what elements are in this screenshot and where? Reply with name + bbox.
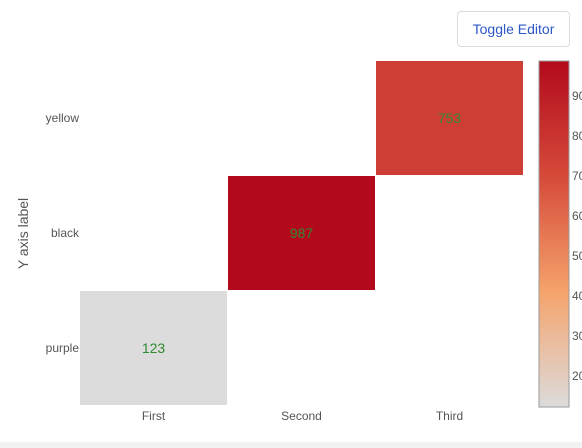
heatmap-cell-value: 987 <box>290 225 314 241</box>
colorbar-tick-label: 20 <box>572 369 582 383</box>
y-tick-label: purple <box>46 341 80 355</box>
toggle-editor-button[interactable]: Toggle Editor <box>457 11 570 47</box>
colorbar-tick-label: 60 <box>572 209 582 223</box>
y-tick-label: yellow <box>46 111 80 125</box>
heatmap-cell-third-yellow[interactable] <box>376 61 523 175</box>
heatmap-cell-first-purple[interactable] <box>80 291 227 405</box>
x-tick-label: First <box>142 409 166 423</box>
x-tick-label: Second <box>281 409 322 423</box>
y-axis-ticks: purple black yellow <box>46 111 80 355</box>
y-axis-title: Y axis label <box>15 198 31 269</box>
x-tick-label: Third <box>436 409 463 423</box>
x-axis-ticks: First Second Third <box>142 409 463 423</box>
heatmap-cells <box>80 61 523 405</box>
heatmap-cell-value: 753 <box>438 110 462 126</box>
colorbar-tick-label: 30 <box>572 329 582 343</box>
colorbar-tick-label: 90 <box>572 89 582 103</box>
colorbar-tick-label: 70 <box>572 169 582 183</box>
heatmap-cell-second-black[interactable] <box>228 176 375 290</box>
heatmap-cell-value: 123 <box>142 340 166 356</box>
colorbar-tick-label: 80 <box>572 129 582 143</box>
y-tick-label: black <box>51 226 80 240</box>
heatmap-cell-labels: 123 987 753 <box>142 110 462 356</box>
colorbar-tick-label: 40 <box>572 289 582 303</box>
colorbar[interactable] <box>538 60 570 408</box>
colorbar-tick-label: 50 <box>572 249 582 263</box>
colorbar-ticks: 20 30 40 50 60 70 80 90 <box>572 89 582 383</box>
